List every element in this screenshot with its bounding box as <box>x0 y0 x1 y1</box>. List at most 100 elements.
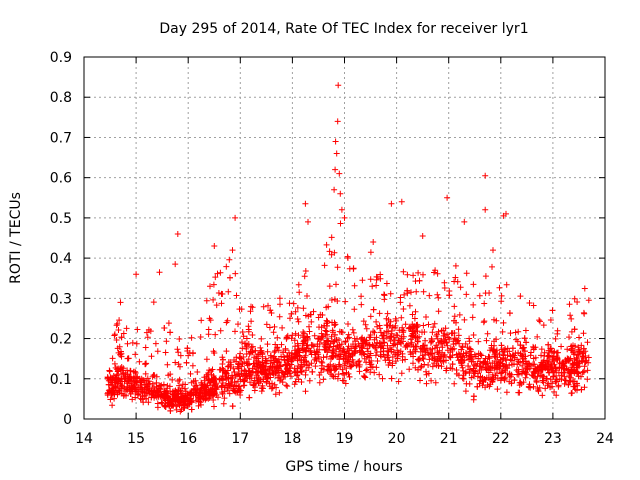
data-point <box>247 379 253 386</box>
data-point <box>385 348 392 355</box>
data-point <box>351 306 358 313</box>
data-point <box>323 322 330 329</box>
data-point <box>162 349 169 356</box>
data-point <box>506 362 513 369</box>
data-point <box>398 198 405 205</box>
data-point <box>231 379 238 385</box>
data-point <box>372 345 379 351</box>
data-point <box>477 363 484 370</box>
y-tick-label: 0.3 <box>50 291 72 307</box>
data-point <box>405 325 412 332</box>
data-point <box>182 392 189 399</box>
data-point <box>526 381 533 388</box>
data-point <box>166 383 173 390</box>
x-tick-label: 16 <box>179 431 197 447</box>
chart-title: Day 295 of 2014, Rate Of TEC Index for r… <box>159 21 528 37</box>
data-point <box>298 361 305 368</box>
data-point <box>179 381 186 388</box>
data-point <box>148 394 155 401</box>
data-point <box>350 341 356 348</box>
data-point <box>379 375 386 382</box>
data-point <box>203 297 210 304</box>
data-point <box>554 327 561 334</box>
y-tick-label: 0.5 <box>50 211 72 227</box>
data-point <box>373 273 380 280</box>
data-point <box>512 329 519 336</box>
data-point <box>245 368 252 375</box>
data-point <box>280 349 287 356</box>
data-point <box>363 367 369 374</box>
data-point <box>279 379 286 386</box>
data-point <box>257 364 264 371</box>
data-point <box>380 332 387 339</box>
data-point <box>294 369 301 376</box>
data-point <box>296 289 303 296</box>
data-point <box>511 354 518 361</box>
data-point <box>553 392 560 399</box>
data-point <box>335 82 342 89</box>
data-point <box>547 317 554 323</box>
data-point <box>336 361 343 368</box>
data-point <box>552 365 559 372</box>
data-point <box>220 356 226 363</box>
data-point <box>221 395 228 402</box>
data-point <box>110 389 116 396</box>
data-point <box>357 347 364 354</box>
data-point <box>569 390 575 396</box>
data-point <box>377 329 384 336</box>
data-point <box>571 326 578 333</box>
x-tick-label: 19 <box>336 431 354 447</box>
data-point <box>109 355 116 362</box>
data-point <box>523 360 529 367</box>
data-point <box>241 359 248 366</box>
data-point <box>551 388 558 395</box>
data-point <box>419 329 425 336</box>
data-point <box>443 339 450 345</box>
x-tick-label: 20 <box>388 431 406 447</box>
data-point <box>508 380 515 387</box>
data-point <box>397 339 404 346</box>
data-point <box>477 351 484 358</box>
data-point <box>446 292 453 299</box>
data-point <box>476 292 483 299</box>
data-point <box>496 284 503 291</box>
data-point <box>420 271 426 278</box>
data-point <box>298 368 305 375</box>
data-point <box>323 337 330 344</box>
data-point <box>392 358 399 365</box>
data-point <box>542 363 549 369</box>
data-point <box>120 330 127 337</box>
data-point <box>367 313 374 320</box>
y-axis-label: ROTI / TECUs <box>8 192 24 284</box>
data-point <box>111 360 118 367</box>
data-point <box>273 345 280 351</box>
data-point <box>536 317 543 324</box>
data-point <box>323 317 330 324</box>
data-point <box>393 332 400 338</box>
data-point <box>574 380 580 387</box>
data-point <box>566 334 572 341</box>
data-point <box>125 375 131 382</box>
data-point <box>541 353 548 359</box>
data-point <box>109 390 116 397</box>
data-point <box>332 138 339 145</box>
data-point <box>351 345 358 352</box>
data-point <box>188 406 195 413</box>
data-point <box>219 390 226 397</box>
data-point <box>207 283 213 290</box>
data-point <box>582 357 589 364</box>
data-point <box>222 382 229 389</box>
data-point <box>446 353 453 360</box>
data-point <box>326 283 333 290</box>
data-point <box>497 377 504 384</box>
data-point <box>428 338 435 345</box>
data-point <box>571 360 577 367</box>
data-point <box>259 353 266 360</box>
data-point <box>260 303 267 310</box>
data-point <box>521 348 528 355</box>
data-point <box>572 386 579 393</box>
data-point <box>277 362 284 369</box>
data-point <box>331 331 338 338</box>
data-point <box>573 354 580 361</box>
